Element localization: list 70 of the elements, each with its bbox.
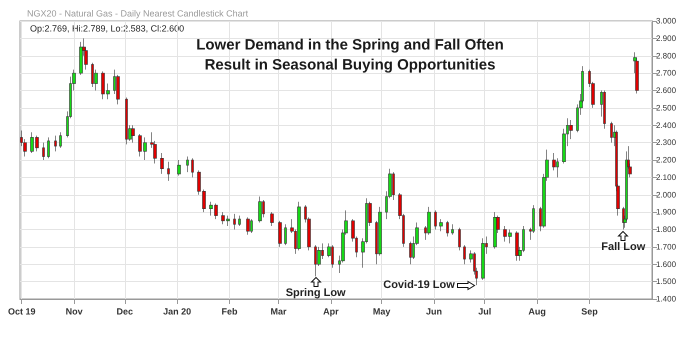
candlestick: [233, 214, 236, 230]
x-tick-label: Jan 20: [163, 306, 192, 316]
candlestick: [177, 160, 181, 176]
y-tick-label: 2.800: [656, 51, 677, 60]
candlestick: [314, 244, 317, 277]
y-tick-label: 1.900: [656, 208, 677, 217]
y-tick-label: 2.600: [656, 86, 677, 95]
y-tick-label: 1.500: [656, 277, 677, 286]
x-tick-label: Sep: [581, 306, 598, 316]
candlestick: [458, 227, 461, 251]
candlestick: [246, 217, 250, 236]
x-tick-label: Feb: [222, 306, 238, 316]
x-tick-label: Jun: [426, 306, 442, 316]
candlestick: [331, 244, 334, 268]
candlestick: [439, 218, 443, 232]
candlestick: [278, 220, 282, 248]
chart-subtitle: NGX20 - Natural Gas - Daily Nearest Candlestick Chart: [27, 8, 249, 18]
candlestick: [167, 161, 170, 182]
annotation: Spring Low: [286, 287, 346, 300]
annotation: Covid-19 Low: [383, 279, 455, 292]
candlestick: [297, 201, 301, 251]
y-tick-label: 2.000: [656, 190, 677, 200]
y-tick-label: 1.700: [656, 242, 677, 252]
y-tick-label: 3.000: [656, 16, 677, 26]
candlestick: [160, 152, 164, 174]
text: Lower Demand in the Spring and Fall Often Result in Seasonal Buying Opportunities: [196, 36, 504, 74]
candlestick: [186, 156, 189, 172]
candlestick: [59, 132, 62, 148]
candlestick: [131, 124, 135, 143]
candlestick: [54, 135, 57, 152]
candlestick: [434, 210, 437, 230]
candlestick: [250, 218, 253, 234]
candlestick: [481, 238, 485, 280]
candlestick: [191, 158, 194, 178]
candlestick: [515, 230, 519, 262]
candlestick: [392, 172, 395, 200]
x-tick-label: Nov: [66, 306, 83, 316]
y-tick-label: 2.400: [656, 120, 677, 130]
y-tick-label: 2.700: [656, 68, 677, 78]
candlestick: [451, 224, 454, 236]
y-tick-label: 1.800: [656, 225, 677, 234]
annotation: Op:2.769, Hi:2.789, Lo:2.583, Cl:2.600: [30, 24, 184, 34]
candlestick: [493, 212, 497, 249]
candlestick: [463, 244, 466, 265]
annotation: Fall Low: [601, 240, 646, 252]
y-tick-label: 2.900: [656, 34, 677, 43]
candlestick: [446, 220, 449, 237]
candlestick: [603, 90, 606, 130]
y-tick-label: 1.400: [656, 294, 677, 304]
candlestick: [42, 142, 45, 160]
candlestick: [270, 212, 274, 226]
y-tick-label: 2.100: [656, 172, 677, 182]
candlestick: [284, 224, 287, 246]
candlestick: [238, 215, 241, 226]
x-tick-label: May: [372, 306, 390, 316]
x-tick-label: Mar: [270, 306, 288, 316]
candlestick: [125, 97, 128, 145]
y-tick-label: 2.500: [656, 103, 677, 112]
x-tick-label: Oct 19: [8, 306, 36, 316]
y-tick-label: 2.200: [656, 156, 677, 164]
x-tick-label: Apr: [323, 306, 340, 316]
candlestick: [258, 196, 262, 223]
x-tick-label: Aug: [528, 306, 546, 316]
candlestick: [610, 121, 613, 143]
candlestick: [47, 137, 50, 159]
y-tick-label: 2.300: [656, 138, 677, 148]
x-tick-label: Jul: [478, 306, 492, 316]
y-tick-label: 1.600: [656, 260, 677, 269]
candlestick: [91, 62, 94, 88]
x-tick-label: Dec: [116, 306, 134, 316]
